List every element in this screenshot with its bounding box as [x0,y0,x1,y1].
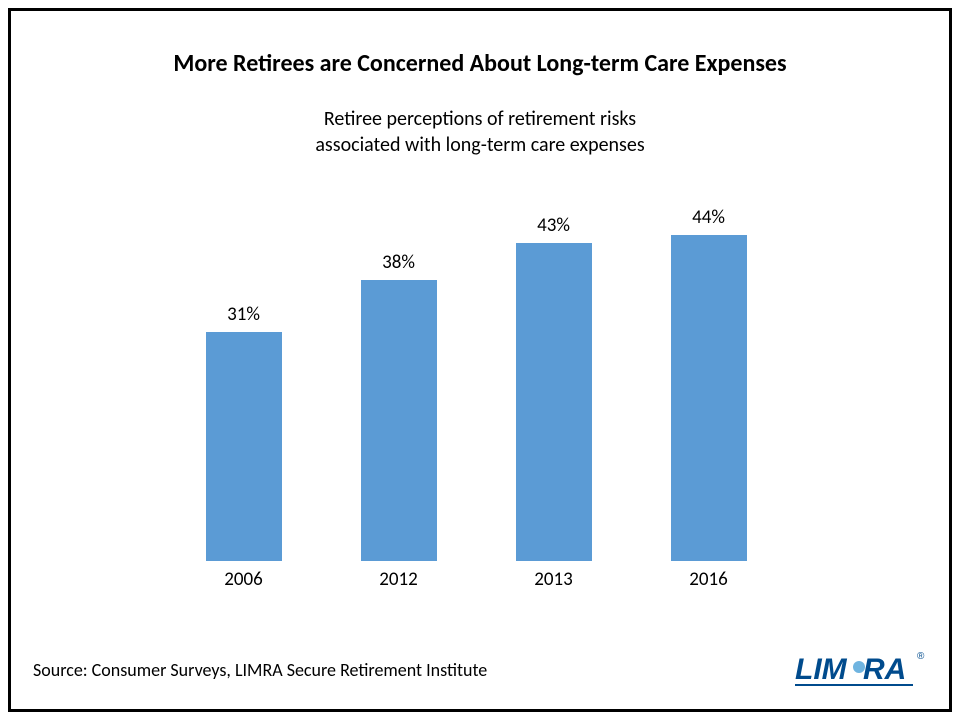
source-text: Source: Consumer Surveys, LIMRA Secure R… [33,659,487,681]
limra-logo: LIM RA ® [795,645,925,689]
bar-1 [361,280,437,561]
category-labels: 2006 2012 2013 2016 [166,568,786,591]
bar-group-0: 31% [184,303,304,561]
bar-group-2: 43% [494,214,614,561]
bars-container: 31% 38% 43% 44% [166,191,786,561]
category-label-1: 2012 [339,568,459,591]
svg-text:®: ® [917,651,925,662]
category-label-2: 2013 [494,568,614,591]
subtitle-line2: associated with long-term care expenses [315,133,644,157]
bar-value-label-3: 44% [692,206,725,229]
chart-area: 31% 38% 43% 44% 2006 2012 2013 2016 [166,191,786,591]
category-label-3: 2016 [649,568,769,591]
svg-text:LIM: LIM [795,653,848,686]
svg-text:RA: RA [863,653,906,686]
bar-value-label-1: 38% [382,251,415,274]
bar-2 [516,243,592,561]
category-label-0: 2006 [184,568,304,591]
bar-3 [671,235,747,561]
bar-group-1: 38% [339,251,459,561]
chart-frame: More Retirees are Concerned About Long-t… [8,8,952,712]
bar-value-label-2: 43% [537,214,570,237]
chart-title: More Retirees are Concerned About Long-t… [11,49,949,78]
bar-group-3: 44% [649,206,769,561]
bar-value-label-0: 31% [227,303,260,326]
bar-0 [206,332,282,561]
chart-subtitle: Retiree perceptions of retirement risks … [11,106,949,158]
subtitle-line1: Retiree perceptions of retirement risks [324,107,636,131]
